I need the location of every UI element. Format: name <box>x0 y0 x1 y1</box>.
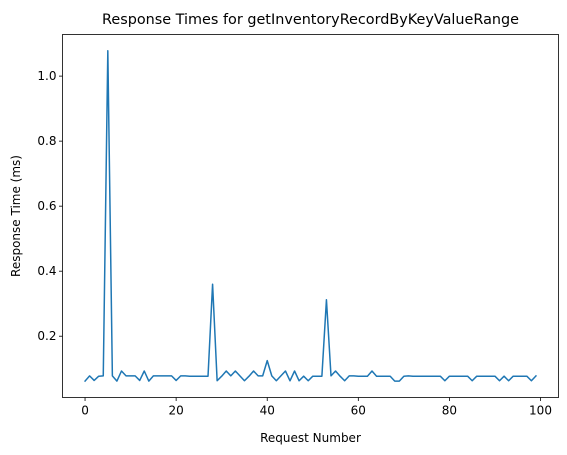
x-axis-label: Request Number <box>260 431 361 445</box>
y-tick-label: 0.4 <box>37 264 56 278</box>
x-tick-label: 20 <box>168 404 183 418</box>
x-axis: 0 20 40 60 80 100 <box>81 397 552 418</box>
series-group <box>83 50 538 383</box>
chart-title: Response Times for getInventoryRecordByK… <box>102 12 519 28</box>
y-tick-label: 0.2 <box>37 329 56 343</box>
series-line <box>83 50 538 383</box>
axes-frame <box>62 34 559 398</box>
x-tick-label: 40 <box>260 404 275 418</box>
x-tick-label: 80 <box>442 404 457 418</box>
y-tick-label: 0.8 <box>37 134 56 148</box>
y-axis-label: Response Time (ms) <box>9 155 23 277</box>
y-tick-label: 0.6 <box>37 199 56 213</box>
x-tick-label: 60 <box>351 404 366 418</box>
x-tick-label: 0 <box>81 404 89 418</box>
y-tick-label: 1.0 <box>37 69 56 83</box>
y-axis: 0.2 0.4 0.6 0.8 1.0 <box>37 69 63 343</box>
x-tick-label: 100 <box>529 404 552 418</box>
plot-area <box>62 34 559 398</box>
